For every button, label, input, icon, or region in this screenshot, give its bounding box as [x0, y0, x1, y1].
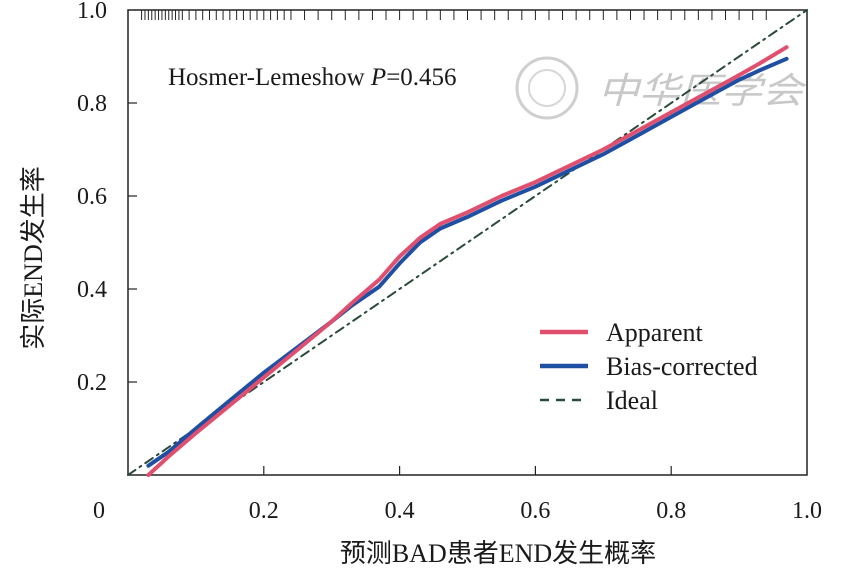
x-axis-title: 预测BAD患者END发生概率 [340, 539, 656, 568]
series-line-apparent [146, 45, 789, 477]
y-tick-label: 0.2 [77, 370, 107, 396]
y-axis-title: 实际END发生率 [19, 166, 48, 349]
watermark-seal-icon [515, 56, 579, 120]
x-axis: 0 0.2 0.4 0.6 0.8 1.0 [93, 466, 822, 524]
legend-label: Bias-corrected [606, 352, 758, 381]
y-tick-label: 0.4 [77, 277, 107, 303]
x-tick-label: 1.0 [792, 498, 822, 524]
series-line-bias-corrected [146, 56, 789, 468]
x-tick-label: 0.2 [249, 498, 279, 524]
y-tick-label: 0.6 [77, 184, 107, 210]
legend: Apparent Bias-corrected Ideal [540, 318, 758, 415]
series-line-ideal [127, 9, 808, 476]
x-tick-label: 0.6 [520, 498, 550, 524]
legend-label: Ideal [606, 386, 658, 415]
rug-ticks [141, 10, 767, 20]
annotation-p-symbol: P [370, 64, 386, 91]
x-tick-label: 0.4 [385, 498, 415, 524]
watermark-seal-inner [528, 69, 566, 107]
watermark-text: 中华医学会 [598, 71, 808, 111]
annotation-prefix: Hosmer-Lemeshow [168, 64, 371, 91]
annotation-p-value: =0.456 [386, 64, 456, 91]
series-group [127, 9, 808, 477]
y-tick-label: 0.8 [77, 91, 107, 117]
legend-label: Apparent [606, 318, 704, 347]
watermark: 中华医学会 [515, 56, 808, 120]
x-tick-label: 0.8 [656, 498, 686, 524]
y-tick-label: 1.0 [77, 0, 107, 24]
y-axis: 0.2 0.4 0.6 0.8 1.0 [77, 0, 137, 396]
x-tick-label: 0 [93, 498, 105, 524]
hosmer-lemeshow-annotation: Hosmer-Lemeshow P=0.456 [168, 64, 457, 91]
